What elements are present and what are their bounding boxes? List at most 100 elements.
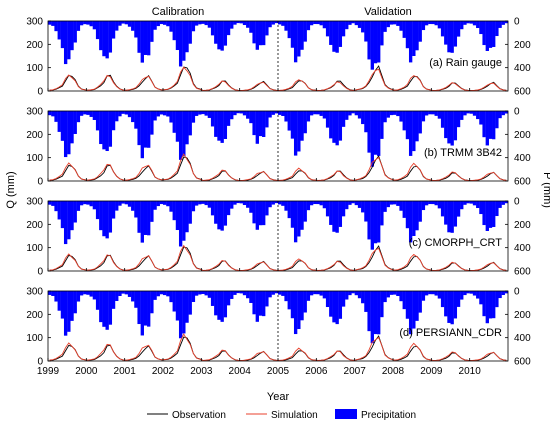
precip-bar bbox=[367, 291, 371, 332]
precip-bar bbox=[92, 111, 97, 120]
precip-bar bbox=[389, 201, 394, 205]
precip-bar bbox=[70, 201, 74, 231]
precip-bar bbox=[421, 201, 426, 211]
precip-bar bbox=[153, 291, 157, 300]
precip-bar bbox=[364, 21, 368, 42]
precip-bar bbox=[255, 21, 259, 50]
precip-bar bbox=[456, 21, 461, 37]
precip-bar bbox=[188, 21, 192, 44]
precip-bar bbox=[440, 21, 445, 37]
precip-bar bbox=[83, 201, 87, 205]
precip-bar bbox=[150, 21, 154, 42]
precip-bar bbox=[485, 201, 489, 231]
precip-bar bbox=[137, 111, 141, 146]
p-tick-label: 600 bbox=[514, 87, 531, 98]
precip-bar bbox=[501, 291, 505, 296]
precip-bar bbox=[341, 21, 346, 37]
precip-bar bbox=[201, 291, 205, 294]
precip-bar bbox=[377, 111, 381, 156]
precip-bar bbox=[204, 111, 208, 116]
precip-bar bbox=[428, 111, 432, 115]
precip-bar bbox=[252, 201, 256, 224]
precip-bar bbox=[191, 201, 196, 212]
precip-bar bbox=[156, 291, 160, 297]
precip-bar bbox=[236, 291, 240, 294]
precip-bar bbox=[290, 111, 295, 139]
precip-bar bbox=[309, 111, 314, 116]
precip-bar bbox=[408, 21, 413, 63]
precip-bar bbox=[51, 111, 55, 117]
precip-bar bbox=[185, 291, 189, 323]
precip-bar bbox=[233, 21, 237, 25]
precip-bar bbox=[140, 21, 144, 63]
precip-bar bbox=[329, 21, 333, 45]
precip-bar bbox=[204, 21, 208, 26]
precip-bar bbox=[140, 111, 144, 159]
precip-bar bbox=[131, 201, 135, 211]
precip-bar bbox=[194, 21, 199, 26]
precip-bar bbox=[150, 201, 154, 222]
precip-bar bbox=[405, 201, 410, 229]
precip-bar bbox=[73, 21, 77, 43]
precip-bar bbox=[396, 201, 400, 206]
precip-bar bbox=[166, 111, 170, 117]
precip-bar bbox=[428, 201, 432, 205]
precip-bar bbox=[377, 291, 381, 335]
precip-bar bbox=[389, 21, 394, 25]
precip-bar bbox=[479, 201, 483, 215]
precip-bar bbox=[424, 21, 429, 26]
precip-bar bbox=[233, 291, 237, 295]
precip-bar bbox=[214, 201, 218, 224]
precip-bar bbox=[485, 111, 489, 146]
precip-bar bbox=[351, 291, 355, 294]
precip-bar bbox=[194, 111, 199, 116]
precip-bar bbox=[453, 291, 458, 319]
precip-bar bbox=[300, 111, 304, 141]
precip-bar bbox=[281, 201, 285, 206]
precip-bar bbox=[95, 201, 100, 220]
precip-bar bbox=[127, 291, 132, 297]
p-tick-label: 200 bbox=[514, 310, 531, 321]
precip-bar bbox=[332, 21, 336, 52]
p-tick-label: 400 bbox=[514, 153, 531, 164]
precip-bar bbox=[325, 111, 330, 128]
x-tick-label: 2001 bbox=[114, 366, 137, 377]
precip-bar bbox=[319, 111, 323, 116]
precip-bar bbox=[440, 111, 445, 128]
precip-bar bbox=[278, 21, 282, 25]
precip-bar bbox=[300, 291, 304, 321]
precip-bar bbox=[325, 291, 330, 308]
precip-bar bbox=[418, 201, 422, 222]
precip-bar bbox=[293, 291, 298, 335]
precip-bar bbox=[118, 111, 122, 117]
precip-bar bbox=[115, 291, 119, 301]
precip-bar bbox=[239, 291, 244, 294]
precip-bar bbox=[79, 291, 84, 296]
precip-bar bbox=[274, 21, 279, 24]
precip-bar bbox=[188, 111, 192, 136]
precip-bar bbox=[99, 201, 103, 231]
precip-bar bbox=[255, 291, 259, 322]
panel-1: 0 100 200 300 0 200 400 600 (a) Rain gauge bbox=[26, 17, 531, 98]
precip-bar bbox=[210, 21, 215, 36]
precip-bar bbox=[118, 291, 122, 296]
q-tick-label: 100 bbox=[26, 63, 43, 74]
precip-bar bbox=[57, 291, 61, 311]
precip-bar bbox=[274, 201, 279, 204]
precip-bar bbox=[156, 111, 160, 117]
precip-bar bbox=[89, 21, 93, 27]
precip-bar bbox=[115, 201, 119, 211]
precip-bar bbox=[357, 291, 362, 299]
precip-bar bbox=[137, 21, 141, 53]
precip-bar bbox=[306, 201, 311, 211]
precip-bar bbox=[335, 291, 339, 325]
precip-bar bbox=[150, 291, 154, 314]
precip-bar bbox=[370, 201, 374, 250]
x-axis-title: Year bbox=[267, 391, 290, 403]
precip-bar bbox=[258, 111, 263, 137]
p-tick-label: 200 bbox=[514, 130, 531, 141]
precip-bar bbox=[217, 111, 221, 141]
panel-label: (c) CMORPH_CRT bbox=[409, 237, 503, 249]
precip-bar bbox=[67, 111, 71, 155]
x-tick-label: 2009 bbox=[420, 366, 443, 377]
